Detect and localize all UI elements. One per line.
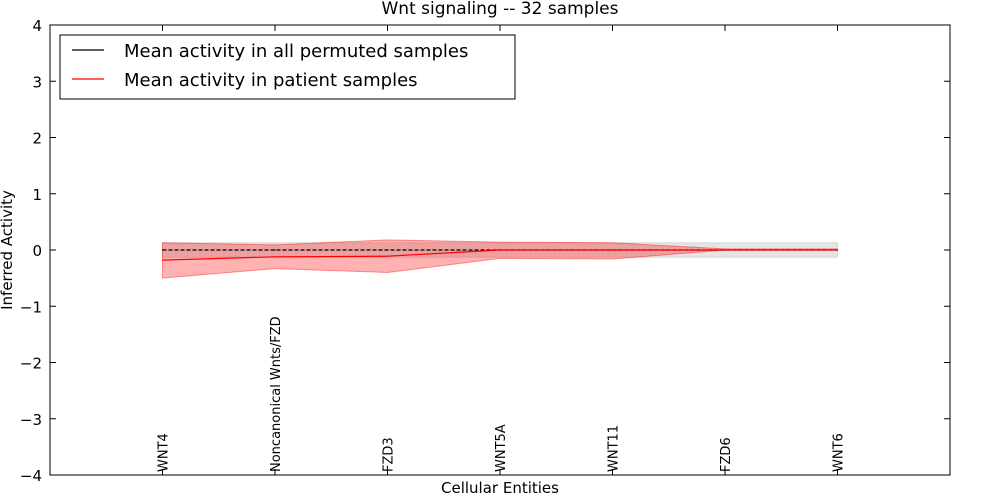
data-point-s1-0 — [161, 259, 164, 261]
data-point-s0-1 — [274, 249, 276, 251]
xtick-label-5: FZD6 — [719, 437, 734, 472]
xtick-label-6: WNT6 — [832, 433, 847, 472]
legend-box — [59, 34, 516, 100]
data-point-s1-2 — [386, 255, 389, 257]
ytick-label-5: 1 — [32, 186, 42, 204]
chart-title: Wnt signaling -- 32 samples — [381, 0, 618, 19]
x-axis-label: Cellular Entities — [441, 479, 559, 497]
ytick-label-0: −4 — [20, 467, 42, 485]
y-axis-label: Inferred Activity — [0, 190, 16, 310]
data-point-s1-5 — [724, 249, 726, 251]
ytick-label-3: −1 — [20, 298, 42, 316]
data-point-s1-1 — [274, 256, 276, 258]
ytick-label-7: 3 — [32, 73, 42, 91]
xtick-label-1: Noncanonical Wnts/FZD — [269, 316, 284, 472]
data-point-s1-6 — [836, 249, 839, 251]
data-point-s1-4 — [611, 249, 614, 251]
ytick-label-4: 0 — [32, 242, 42, 260]
legend-label-patient: Mean activity in patient samples — [124, 70, 418, 91]
data-point-s0-2 — [386, 249, 389, 251]
xtick-label-2: FZD3 — [382, 437, 397, 472]
ytick-label-1: −3 — [20, 411, 42, 429]
xtick-label-0: WNT4 — [157, 433, 172, 472]
data-point-s1-3 — [499, 249, 501, 251]
xtick-label-4: WNT11 — [607, 425, 622, 472]
ytick-label-2: −2 — [20, 355, 42, 373]
legend: Mean activity in all permuted samples Me… — [59, 34, 516, 100]
xtick-label-3: WNT5A — [494, 424, 509, 472]
data-point-s0-0 — [161, 249, 164, 251]
ytick-label-8: 4 — [32, 17, 42, 35]
legend-label-permuted: Mean activity in all permuted samples — [124, 41, 468, 62]
ytick-label-6: 2 — [32, 130, 42, 148]
